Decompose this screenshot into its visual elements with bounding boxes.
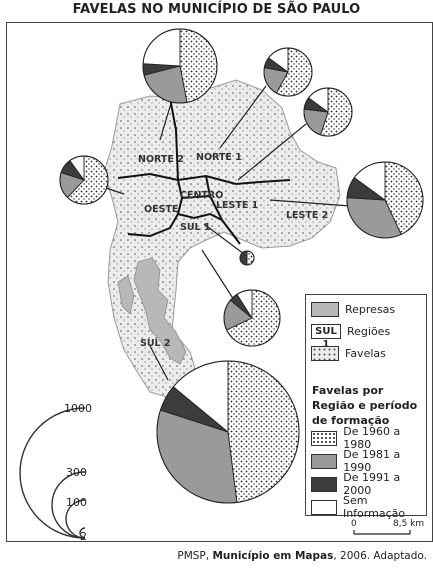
region-boundaries: [117, 97, 291, 245]
legend-row-p1: De 1960 a 1980: [311, 425, 426, 451]
pie-outline-leste2: [346, 161, 424, 239]
pie-outline-oeste: [59, 155, 109, 205]
legend-label-favelas: Favelas: [345, 347, 386, 360]
legend-label-p4: Sem Informação: [342, 494, 406, 520]
pie-outline-sul1: [223, 289, 281, 347]
region-label-leste2: LESTE 2: [286, 210, 328, 221]
map-title: FAVELAS NO MUNICÍPIO DE SÃO PAULO: [72, 2, 361, 17]
pie-outline-norte2: [142, 28, 218, 104]
pie-outline-sul2: [156, 360, 300, 504]
legend: Represas SUL 1 Regiões Favelas Favelas p…: [305, 294, 427, 520]
legend-label-represas: Represas: [345, 303, 396, 316]
pie-outline-norte1: [263, 47, 313, 97]
reservoir-shape-2: [117, 275, 135, 315]
source-suffix: , 2006. Adaptado.: [333, 550, 427, 562]
legend-label-regioes: Regiões: [347, 325, 391, 338]
legend-row-represas: Represas: [311, 302, 395, 317]
region-label-norte2: NORTE 2: [138, 154, 184, 165]
swatch-sem-informacao: [311, 499, 337, 515]
source-prefix: PMSP,: [177, 550, 213, 562]
legend-row-p3: De 1991 a 2000: [311, 471, 426, 497]
pie-outline-centro: [239, 250, 255, 266]
region-label-leste1: LESTE 1: [216, 200, 258, 211]
represas-swatch: [311, 302, 339, 317]
source-credit: PMSP, Município em Mapas, 2006. Adaptado…: [177, 550, 427, 562]
swatch-1960-1980: [311, 430, 338, 446]
region-label-sul2: SUL 2: [140, 338, 171, 349]
legend-label-p1: De 1960 a 1980: [343, 425, 401, 451]
source-book: Município em Mapas: [212, 550, 334, 562]
pie-charts: [59, 28, 424, 504]
size-scale: [19, 407, 86, 539]
swatch-1991-2000: [311, 476, 338, 492]
size-scale-label-300: 300: [66, 466, 87, 479]
region-label-norte1: NORTE 1: [196, 152, 242, 163]
pie-outline-leste1: [303, 87, 353, 137]
legend-row-p2: De 1981 a 1990: [311, 448, 426, 474]
legend-label-p3: De 1991 a 2000: [343, 471, 401, 497]
legend-row-regioes: SUL 1 Regiões: [311, 324, 391, 350]
reservoir-shape: [133, 257, 187, 365]
legend-subtitle: Favelas por Região e período de formação: [312, 384, 418, 427]
legend-row-p4: Sem Informação: [311, 494, 426, 520]
size-scale-label-2: 2: [80, 530, 87, 543]
scale-bar-zero: 0: [351, 519, 357, 529]
swatch-1981-1990: [311, 453, 338, 469]
legend-label-p2: De 1981 a 1990: [343, 448, 401, 474]
regioes-swatch: SUL 1: [311, 324, 341, 350]
size-scale-label-100: 100: [66, 496, 87, 509]
region-label-oeste: OESTE: [144, 204, 178, 215]
region-label-centro: CENTRO: [180, 190, 223, 201]
size-scale-label-1000: 1000: [64, 402, 92, 415]
favelas-swatch: [311, 346, 339, 361]
scale-bar-km: 8,5 km: [393, 519, 425, 529]
legend-row-favelas: Favelas: [311, 346, 386, 361]
region-label-sul1: SUL 1: [180, 222, 211, 233]
